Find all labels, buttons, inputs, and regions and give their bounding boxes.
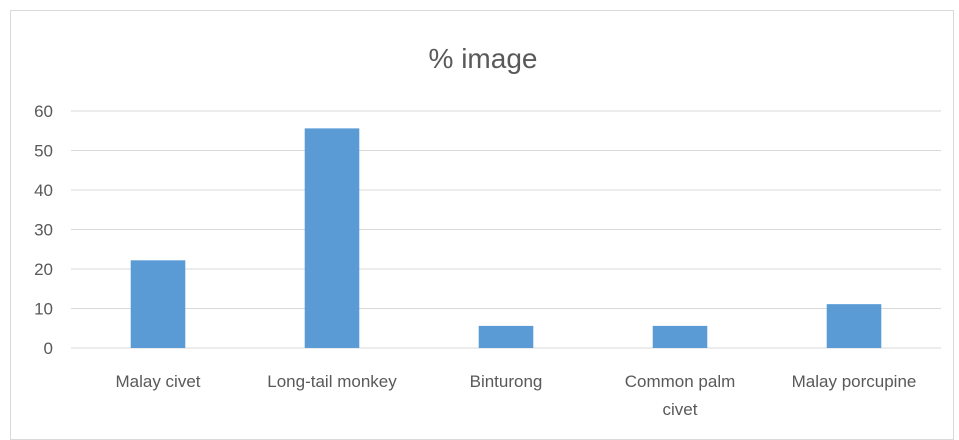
x-tick-label: Common palm civet <box>625 372 736 419</box>
x-tick-label-line: Malay civet <box>115 372 200 391</box>
chart-title: % image <box>429 43 538 74</box>
y-tick-label: 30 <box>34 221 53 240</box>
bar <box>130 260 186 348</box>
chart-frame <box>10 10 954 440</box>
y-axis-ticks: 0 10 20 30 40 50 60 <box>34 102 53 358</box>
bar <box>652 325 708 348</box>
bar <box>478 325 534 348</box>
y-tick-label: 60 <box>34 102 53 121</box>
y-tick-label: 10 <box>34 300 53 319</box>
x-tick-label-line: Common palm <box>625 372 736 391</box>
bar <box>304 128 360 348</box>
x-axis-ticks: Malay civet Long-tail monkey Binturong Comm… <box>115 372 916 419</box>
gridlines <box>71 110 941 349</box>
y-tick-label: 0 <box>44 339 53 358</box>
x-tick-label-line: Malay porcupine <box>792 372 917 391</box>
x-tick-label: Long-tail monkey <box>267 372 397 391</box>
y-tick-label: 20 <box>34 260 53 279</box>
x-tick-label-line: Binturong <box>470 372 543 391</box>
y-tick-label: 40 <box>34 181 53 200</box>
y-tick-label: 50 <box>34 142 53 161</box>
x-tick-label: Malay civet <box>115 372 200 391</box>
x-tick-label: Malay porcupine <box>792 372 917 391</box>
x-tick-label: Binturong <box>470 372 543 391</box>
x-tick-label-line: Long-tail monkey <box>267 372 397 391</box>
bar <box>826 304 882 348</box>
x-tick-label-line: civet <box>663 400 698 419</box>
bars <box>130 128 882 348</box>
